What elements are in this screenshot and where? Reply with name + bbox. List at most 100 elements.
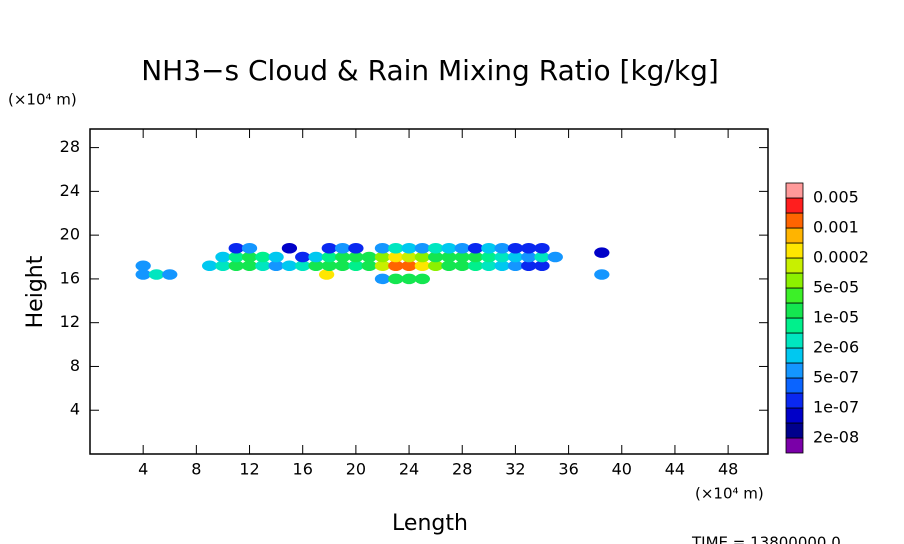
cloud-cell <box>388 273 404 285</box>
cloud-cell <box>454 260 470 272</box>
cloud-cell <box>321 260 337 272</box>
cloud-cell <box>361 260 377 272</box>
cloud-cell <box>228 260 244 272</box>
colorbar-label: 0.0002 <box>813 248 869 267</box>
cloud-cell <box>202 260 218 272</box>
cloud-cell <box>334 260 351 272</box>
x-tick-label: 24 <box>399 460 419 479</box>
cloud-cell <box>334 243 351 254</box>
cloud-cell <box>135 260 151 272</box>
cloud-cell <box>228 243 244 254</box>
cloud-cell <box>467 243 484 254</box>
x-tick-label: 12 <box>239 460 259 479</box>
cloud-cell <box>507 251 524 263</box>
footer: TIME = 13800000.0 <box>691 534 841 544</box>
cloud-cell <box>318 269 335 280</box>
colorbar-box <box>785 212 804 229</box>
cloud-cell <box>441 251 457 263</box>
y-unit: (×10⁴ m) <box>8 91 77 109</box>
colorbar-label: 1e-07 <box>813 398 859 417</box>
colorbar-box <box>785 392 804 409</box>
x-unit: (×10⁴ m) <box>695 485 764 503</box>
cloud-cell <box>321 243 337 254</box>
colorbar-box <box>785 437 804 454</box>
cloud-cell <box>594 247 610 258</box>
colorbar-box <box>785 332 804 349</box>
cloud-cell <box>348 251 364 263</box>
cloud-cell <box>454 251 470 263</box>
cloud-cell <box>374 251 391 263</box>
x-tick-label: 48 <box>718 460 738 479</box>
x-tick-label: 16 <box>293 460 313 479</box>
cloud-cell <box>241 243 258 254</box>
cloud-cell <box>454 243 470 254</box>
cloud-cell <box>428 243 444 254</box>
cloud-cell <box>521 260 537 272</box>
y-tick-label: 16 <box>60 268 80 287</box>
colorbar-box <box>785 302 804 319</box>
cloud-cell <box>534 243 550 254</box>
cloud-cell <box>428 251 444 263</box>
cloud-cell <box>268 251 284 263</box>
cloud-cell <box>388 243 404 254</box>
cloud-cell <box>401 251 417 263</box>
cloud-cell <box>162 269 178 280</box>
colorbar-box <box>785 362 804 379</box>
x-tick-label: 44 <box>665 460 685 479</box>
cloud-cell <box>388 251 404 263</box>
colorbar-label: 0.005 <box>813 188 859 207</box>
colorbar-box <box>785 272 804 289</box>
cloud-cell <box>321 251 337 263</box>
y-label: Height <box>23 255 48 328</box>
colorbar-box <box>785 287 804 304</box>
colorbar-box <box>785 197 804 214</box>
x-tick-label: 4 <box>138 460 148 479</box>
cloud-cell <box>135 269 151 280</box>
cloud-cell <box>308 251 324 263</box>
cloud-cell <box>228 251 244 263</box>
cloud-cell <box>334 251 351 263</box>
cloud-cell <box>255 251 271 263</box>
cloud-cell <box>388 260 404 272</box>
colorbar-box <box>785 377 804 394</box>
x-label: Length <box>392 511 468 536</box>
cloud-cell <box>281 260 298 272</box>
cloud-cell <box>295 260 311 272</box>
cloud-cell <box>241 251 258 263</box>
x-tick-label: 20 <box>346 460 366 479</box>
cloud-cell <box>401 243 417 254</box>
colorbar-box <box>785 347 804 364</box>
cloud-cell <box>494 243 510 254</box>
colorbar-box <box>785 317 804 334</box>
y-tick-label: 28 <box>60 137 80 156</box>
cloud-cell <box>374 273 391 285</box>
cloud-cell <box>215 251 231 263</box>
cloud-cell <box>348 243 364 254</box>
chart-title: NH3−s Cloud & Rain Mixing Ratio [kg/kg] <box>141 54 719 87</box>
cloud-cell <box>594 269 610 280</box>
cloud-cell <box>507 243 524 254</box>
cloud-cell <box>401 260 417 272</box>
cloud-cell <box>494 251 510 263</box>
x-tick-label: 36 <box>558 460 578 479</box>
cloud-cell <box>348 260 364 272</box>
y-tick-label: 24 <box>60 181 80 200</box>
cloud-cell <box>534 251 550 263</box>
plot-frame <box>89 128 769 455</box>
colorbar-label: 2e-08 <box>813 428 859 447</box>
cloud-cell <box>215 260 231 272</box>
colorbar-box <box>785 182 804 199</box>
colorbar-label: 0.001 <box>813 218 859 237</box>
cloud-cell <box>494 260 510 272</box>
x-tick-label: 28 <box>452 460 472 479</box>
cloud-cell <box>414 243 430 254</box>
cloud-cell <box>414 251 430 263</box>
x-tick-label: 8 <box>191 460 201 479</box>
y-tick-label: 12 <box>60 312 80 331</box>
cloud-cell <box>401 273 417 285</box>
colorbar-box <box>785 257 804 274</box>
colorbar-box <box>785 422 804 439</box>
cloud-cell <box>255 260 271 272</box>
y-tick-label: 20 <box>60 225 80 244</box>
cloud-cell <box>441 243 457 254</box>
